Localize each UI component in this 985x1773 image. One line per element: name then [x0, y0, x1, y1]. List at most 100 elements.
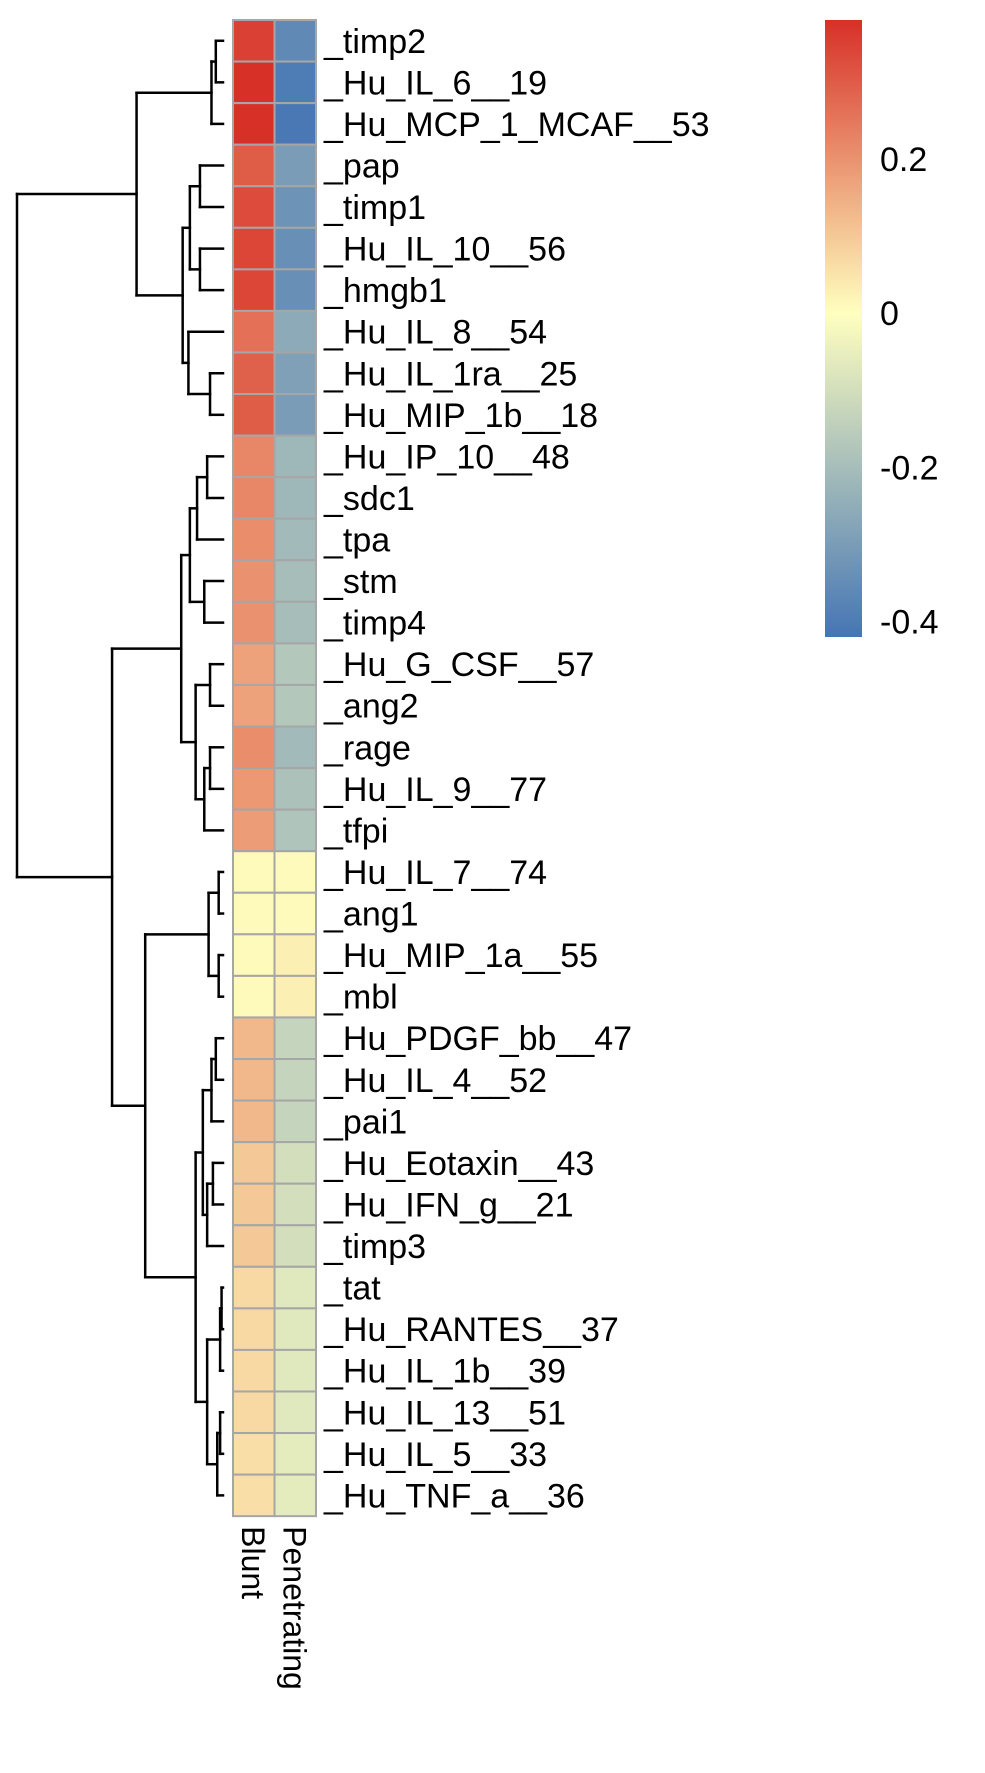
- legend-tick-label: -0.4: [880, 604, 939, 642]
- heatmap-cell: [232, 1182, 276, 1227]
- row-label: _mbl: [323, 979, 398, 1017]
- heatmap-cell: [273, 1099, 317, 1144]
- row-label: _Hu_MCP_1_MCAF__53: [323, 106, 710, 144]
- legend-tick-label: 0: [880, 295, 899, 333]
- column-label: Penetrating: [276, 1526, 312, 1690]
- row-label: _Hu_TNF_a__36: [323, 1477, 585, 1515]
- heatmap-cell: [232, 683, 276, 728]
- column-label: Blunt: [235, 1526, 271, 1599]
- heatmap-cell: [273, 1224, 317, 1268]
- heatmap-cell: [232, 268, 276, 312]
- heatmap-cell: [232, 226, 276, 271]
- heatmap-cell: [273, 1473, 317, 1518]
- heatmap-cell: [273, 1348, 317, 1393]
- color-legend: 0.2 0 -0.2 -0.4: [825, 20, 939, 642]
- row-label: _ang1: [323, 896, 419, 934]
- row-label: _Hu_IL_1ra__25: [323, 355, 577, 393]
- heatmap-cell: [273, 1016, 317, 1061]
- row-label: _rage: [323, 729, 411, 767]
- heatmap-cell: [273, 559, 317, 603]
- heatmap-cell: [232, 767, 276, 811]
- heatmap-cell: [232, 19, 276, 63]
- heatmap-cell: [232, 1432, 276, 1476]
- heatmap-cell: [232, 1099, 276, 1144]
- row-label: _stm: [323, 563, 398, 601]
- row-label: _Hu_Eotaxin__43: [323, 1145, 594, 1183]
- row-label: _Hu_MIP_1b__18: [323, 397, 598, 435]
- heatmap-cells: [232, 19, 317, 1518]
- row-label: _ang2: [323, 688, 419, 726]
- heatmap-cell: [232, 1348, 276, 1393]
- heatmap-cell: [232, 1473, 276, 1518]
- row-label: _Hu_IL_9__77: [323, 771, 547, 809]
- heatmap-cell: [273, 933, 317, 977]
- heatmap-cell: [232, 725, 276, 770]
- heatmap-cell: [273, 309, 317, 354]
- heatmap-cell: [273, 517, 317, 562]
- heatmap-cell: [273, 1182, 317, 1227]
- heatmap-cell: [232, 891, 276, 936]
- legend-color-bar: [825, 20, 862, 637]
- heatmap-cell: [232, 1224, 276, 1268]
- heatmap-cell: [232, 1307, 276, 1351]
- legend-tick-label: 0.2: [880, 141, 927, 179]
- heatmap-cell: [232, 974, 276, 1019]
- heatmap-cell: [232, 143, 276, 188]
- heatmap-cell: [273, 1307, 317, 1351]
- heatmap-cell: [232, 600, 276, 645]
- heatmap-cell: [273, 1141, 317, 1185]
- row-label: _Hu_IL_6__19: [323, 64, 547, 102]
- heatmap-cell: [273, 683, 317, 728]
- row-label: _Hu_G_CSF__57: [323, 646, 594, 684]
- heatmap-cell: [273, 226, 317, 271]
- heatmap-cell: [232, 1016, 276, 1061]
- heatmap-cell: [273, 143, 317, 188]
- row-label: _tpa: [323, 522, 390, 560]
- row-label: _timp4: [323, 605, 426, 643]
- row-label: _Hu_IL_7__74: [323, 854, 547, 892]
- heatmap-cell: [273, 725, 317, 770]
- heatmap-cell: [232, 1390, 276, 1435]
- heatmap-cell: [273, 1058, 317, 1102]
- row-label: _Hu_IL_4__52: [323, 1062, 547, 1100]
- heatmap-cell: [273, 19, 317, 63]
- heatmap-cell: [232, 434, 276, 479]
- row-label: _timp1: [323, 189, 426, 227]
- column-labels: Blunt Penetrating: [235, 1526, 313, 1690]
- row-label: _Hu_IFN_g__21: [323, 1186, 574, 1224]
- heatmap-cell: [232, 60, 276, 105]
- legend-tick-label: -0.2: [880, 449, 939, 487]
- heatmap-cell: [273, 600, 317, 645]
- heatmap-cell: [273, 434, 317, 479]
- row-label: _pai1: [323, 1103, 407, 1141]
- row-label: _Hu_IL_10__56: [323, 231, 566, 269]
- row-dendrogram: [15, 39, 225, 1497]
- legend-ticks: 0.2 0 -0.2 -0.4: [880, 141, 939, 642]
- heatmap-cell: [232, 351, 276, 396]
- heatmap-cell: [232, 517, 276, 562]
- heatmap-cell: [232, 808, 276, 853]
- heatmap-cell: [232, 1058, 276, 1102]
- row-label: _pap: [323, 147, 400, 185]
- row-label: _tfpi: [323, 812, 388, 850]
- heatmap-cell: [232, 393, 276, 437]
- row-label: _sdc1: [323, 480, 415, 518]
- heatmap-cell: [232, 476, 276, 520]
- row-label: _Hu_RANTES__37: [323, 1311, 619, 1349]
- heatmap-cell: [273, 767, 317, 811]
- heatmap-cell: [232, 1141, 276, 1185]
- heatmap-cell: [273, 1390, 317, 1435]
- heatmap-cell: [232, 102, 276, 146]
- heatmap-cell: [273, 1265, 317, 1310]
- row-label: _Hu_IL_5__33: [323, 1436, 547, 1474]
- heatmap-cell: [232, 850, 276, 894]
- heatmap-cell: [232, 642, 276, 686]
- heatmap-cell: [273, 891, 317, 936]
- row-label: _tat: [323, 1270, 381, 1308]
- heatmap-cell: [273, 808, 317, 853]
- heatmap-cell: [232, 309, 276, 354]
- row-label: _Hu_IL_1b__39: [323, 1353, 566, 1391]
- heatmap-cell: [273, 476, 317, 520]
- heatmap-cell: [232, 1265, 276, 1310]
